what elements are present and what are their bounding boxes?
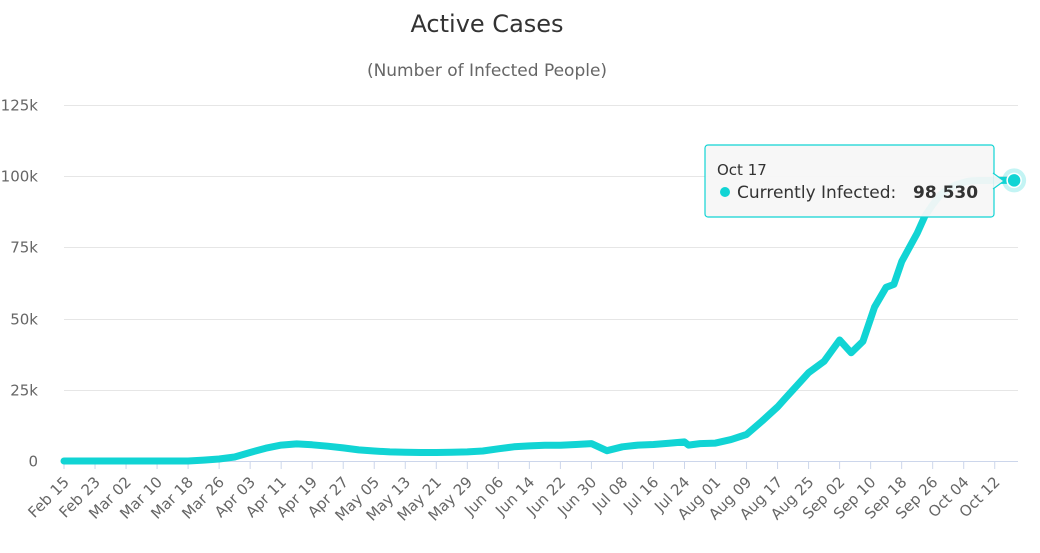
y-tick-label: 50k	[10, 311, 38, 329]
tooltip-value: 98 530	[913, 183, 978, 203]
chart-title: Active Cases	[410, 10, 563, 38]
y-tick-label: 0	[28, 453, 38, 471]
active-cases-chart: Active Cases (Number of Infected People)…	[0, 0, 1040, 553]
tooltip-date: Oct 17	[717, 161, 767, 179]
y-tick-label: 25k	[10, 382, 38, 400]
tooltip-pointer	[994, 173, 1005, 189]
tooltip: Oct 17 Currently Infected: 98 530	[705, 145, 1004, 217]
y-tick-label: 75k	[10, 239, 38, 257]
tooltip-series-marker	[720, 187, 730, 197]
y-tick-label: 100k	[1, 168, 39, 186]
tooltip-box	[705, 145, 994, 217]
y-axis-labels: 0 25k 50k 75k 100k 125k	[1, 97, 39, 471]
x-tick-label: Jul 08	[588, 473, 631, 516]
y-tick-label: 125k	[1, 97, 39, 115]
x-tick-label: Jul 16	[619, 473, 662, 516]
tooltip-series-label: Currently Infected:	[737, 183, 896, 203]
series-line	[64, 180, 1014, 461]
chart-subtitle: (Number of Infected People)	[367, 61, 607, 81]
hover-point	[1007, 173, 1021, 187]
